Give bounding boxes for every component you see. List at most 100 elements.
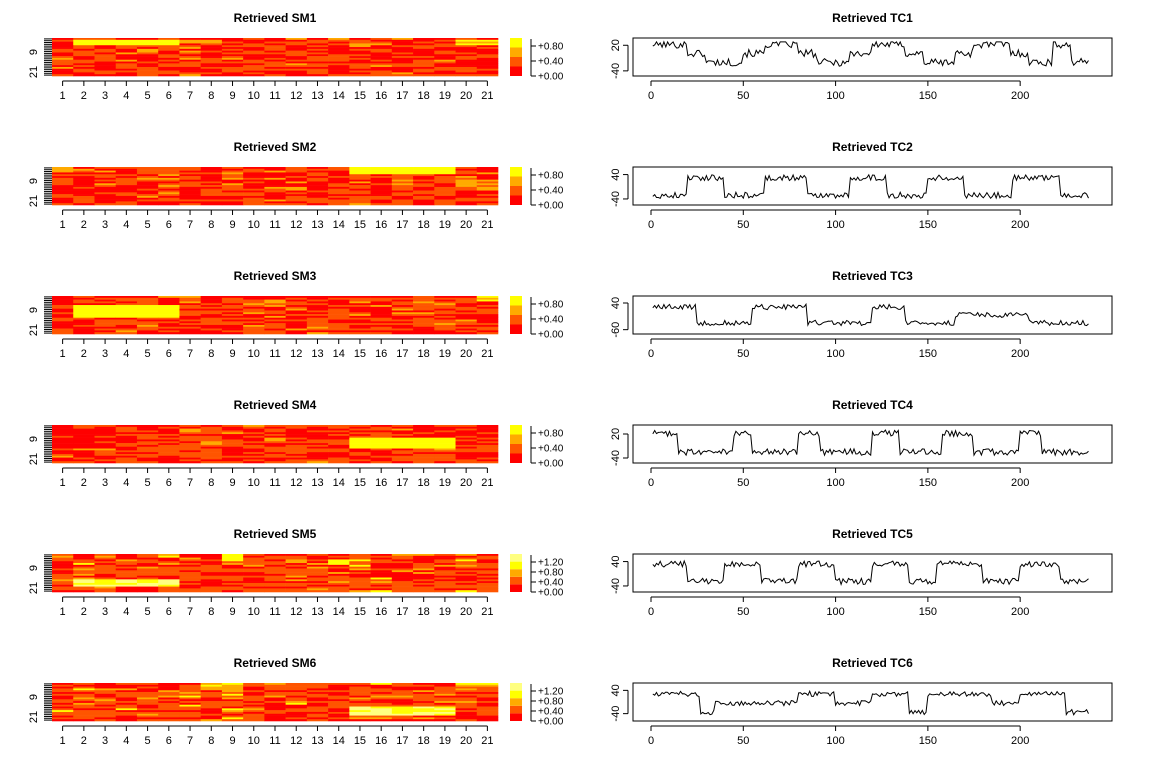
- heatmap-cell: [221, 301, 244, 304]
- heatmap-cell: [434, 195, 456, 199]
- heatmap-cell: [306, 315, 329, 319]
- heatmap-cell: [328, 448, 350, 451]
- heatmap-cell: [243, 321, 265, 324]
- heatmap-cell: [158, 457, 180, 460]
- heatmap-cell: [370, 72, 393, 75]
- heatmap-x-tick-label: 1: [60, 219, 66, 231]
- heatmap-cell: [94, 43, 117, 46]
- heatmap-cell: [115, 699, 138, 702]
- heatmap-cell: [136, 63, 159, 66]
- heatmap-cell: [391, 310, 414, 313]
- heatmap-cell: [306, 588, 329, 591]
- heatmap-cell: [115, 167, 138, 170]
- heatmap-cell: [370, 43, 393, 46]
- heatmap-cell: [306, 201, 329, 204]
- heatmap-cell: [370, 65, 393, 68]
- heatmap-cell: [476, 575, 499, 578]
- heatmap-cell: [370, 301, 393, 304]
- line-x-tick-label: 200: [1011, 90, 1029, 102]
- heatmap-x-tick-label: 2: [81, 477, 87, 489]
- heatmap-cell: [136, 296, 159, 299]
- line-title: Retrieved TC3: [832, 269, 913, 283]
- heatmap-cell: [391, 690, 414, 693]
- heatmap-cell: [115, 555, 138, 558]
- heatmap-cell: [370, 194, 393, 197]
- heatmap-cell: [476, 52, 499, 55]
- heatmap-cell: [52, 188, 74, 191]
- heatmap-cell: [221, 563, 244, 566]
- heatmap-x-tick-label: 11: [269, 90, 280, 102]
- heatmap-cell: [306, 564, 329, 567]
- heatmap-cell: [94, 308, 117, 311]
- heatmap-cell: [136, 74, 159, 77]
- legend-tick-label: +0.80: [538, 697, 564, 708]
- heatmap-cell: [136, 323, 159, 326]
- heatmap-x-tick-label: 11: [269, 477, 280, 489]
- heatmap-cell: [370, 41, 393, 44]
- heatmap-cell: [94, 45, 117, 48]
- heatmap-cell: [306, 48, 329, 51]
- heatmap-cell: [221, 704, 244, 707]
- plot-frame: [632, 295, 1113, 335]
- heatmap-cell: [476, 555, 499, 558]
- heatmap-cell: [200, 68, 223, 71]
- heatmap-cell: [243, 314, 265, 317]
- heatmap-cell: [391, 299, 414, 302]
- heatmap-cell: [455, 697, 478, 700]
- heatmap-cell: [136, 426, 159, 429]
- heatmap-cell: [52, 176, 74, 179]
- heatmap-cell: [200, 59, 223, 62]
- heatmap-cell: [52, 444, 74, 448]
- heatmap-cell: [455, 425, 478, 428]
- heatmap-cell: [455, 555, 478, 558]
- heatmap-cell: [243, 435, 265, 438]
- heatmap-cell: [179, 201, 201, 204]
- heatmap-cell: [328, 61, 350, 64]
- heatmap-cell: [200, 183, 223, 186]
- heatmap-cell: [370, 715, 393, 718]
- heatmap-cell: [94, 690, 117, 693]
- heatmap-cell: [434, 72, 456, 75]
- heatmap-cell: [264, 715, 286, 718]
- heatmap-cell: [370, 584, 393, 587]
- heatmap-cell: [264, 446, 286, 449]
- heatmap-cell: [476, 41, 499, 44]
- heatmap-cell: [136, 306, 159, 309]
- heatmap-cell: [476, 444, 499, 448]
- heatmap-cell: [306, 704, 329, 707]
- heatmap-cell: [136, 183, 159, 186]
- heatmap-cell: [73, 172, 95, 175]
- heatmap-cell: [179, 425, 201, 428]
- heatmap-cell: [179, 459, 201, 462]
- heatmap-x-tick-label: 9: [229, 348, 235, 360]
- line-title: Retrieved TC2: [832, 140, 913, 154]
- heatmap-cell: [200, 54, 223, 57]
- line-x-tick-label: 100: [826, 219, 844, 231]
- heatmap-cell: [370, 52, 393, 55]
- heatmap-cell: [413, 326, 435, 329]
- heatmap-cell: [94, 52, 117, 55]
- heatmap-cell: [200, 686, 223, 689]
- heatmap-x-tick-label: 13: [311, 348, 323, 360]
- heatmap-cell: [370, 47, 393, 50]
- heatmap-cell: [370, 174, 393, 177]
- heatmap-cell: [243, 573, 265, 577]
- heatmap-cell: [243, 63, 265, 66]
- legend-tick-label: +0.40: [538, 444, 564, 455]
- heatmap-cell: [73, 688, 95, 691]
- heatmap-cell: [136, 43, 159, 46]
- heatmap-cell: [115, 170, 138, 173]
- heatmap-cell: [115, 710, 138, 713]
- heatmap-cell: [455, 715, 478, 718]
- heatmap-cell: [434, 695, 456, 698]
- heatmap-cell: [413, 168, 435, 171]
- heatmap-cell: [328, 52, 350, 55]
- heatmap-cell: [200, 65, 223, 68]
- heatmap-cell: [179, 439, 201, 442]
- heatmap-cell: [306, 183, 329, 186]
- heatmap-cell: [264, 684, 286, 687]
- heatmap-cell: [370, 314, 393, 317]
- heatmap-x-tick-label: 6: [166, 735, 172, 747]
- heatmap-cell: [391, 708, 414, 711]
- heatmap-cell: [370, 179, 393, 182]
